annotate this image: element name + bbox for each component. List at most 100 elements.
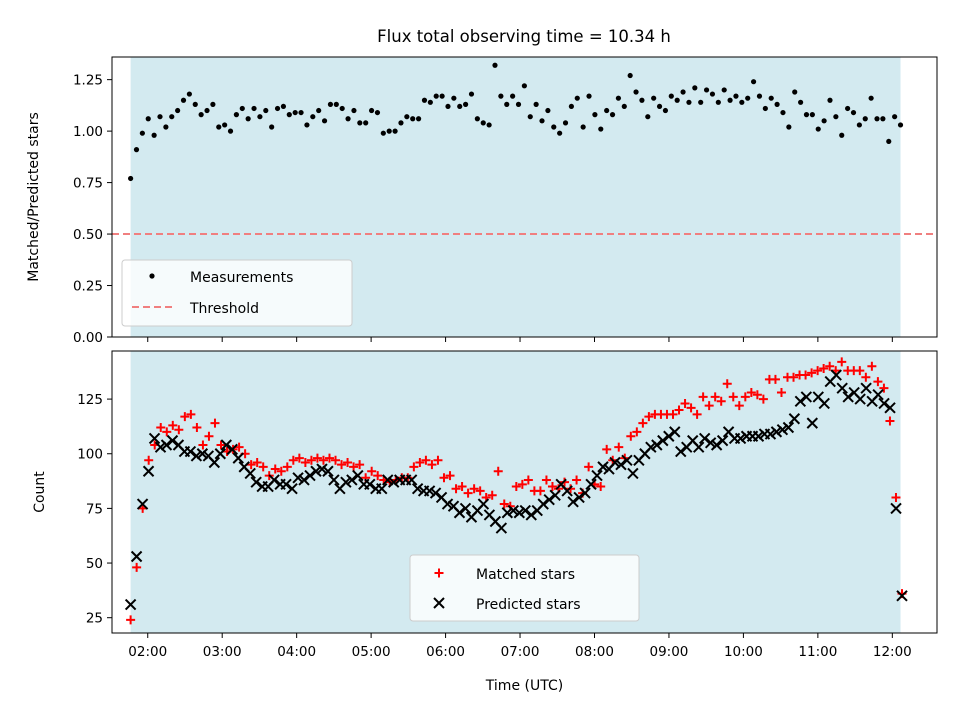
bottom-y-tick-label: 100 bbox=[77, 447, 103, 463]
measurement-point bbox=[839, 132, 845, 138]
predicted-star-point bbox=[842, 391, 854, 403]
measurement-point bbox=[222, 122, 228, 128]
measurement-point bbox=[862, 116, 868, 122]
matched-star-point bbox=[801, 370, 811, 380]
measurement-point bbox=[251, 105, 257, 112]
measurement-point bbox=[709, 91, 716, 97]
measurement-point bbox=[310, 114, 316, 120]
measurement-point bbox=[815, 126, 821, 132]
measurement-point bbox=[545, 107, 551, 114]
measurement-point bbox=[833, 114, 839, 120]
predicted-star-point bbox=[142, 465, 155, 477]
measurement-point bbox=[809, 112, 815, 118]
measurement-point bbox=[762, 105, 768, 112]
predicted-star-point bbox=[250, 476, 262, 488]
matched-star-point bbox=[457, 482, 467, 492]
measurement-point bbox=[739, 99, 745, 105]
predicted-star-point bbox=[716, 434, 729, 447]
measurement-point bbox=[468, 91, 475, 97]
matched-star-point bbox=[180, 412, 190, 422]
measurement-point bbox=[333, 101, 339, 107]
matched-star-point bbox=[493, 466, 503, 476]
measurement-point bbox=[175, 107, 181, 114]
measurement-point bbox=[192, 101, 198, 107]
predicted-star-point bbox=[615, 458, 627, 471]
measurement-point bbox=[139, 130, 145, 136]
measurement-point bbox=[204, 107, 210, 114]
measurement-point bbox=[662, 107, 669, 114]
measurement-point bbox=[609, 112, 616, 118]
predicted-star-point bbox=[214, 448, 227, 460]
matched-star-point bbox=[174, 425, 184, 435]
measurement-point bbox=[750, 79, 757, 85]
measurement-point bbox=[128, 175, 134, 182]
matched-star-point bbox=[234, 442, 244, 452]
measurement-points bbox=[128, 62, 904, 182]
measurement-point bbox=[216, 124, 222, 130]
predicted-star-point bbox=[878, 397, 890, 410]
matched-star-point bbox=[789, 372, 799, 382]
bottom-axes-frame bbox=[111, 350, 938, 634]
matched-star-point bbox=[535, 486, 545, 496]
measurement-point bbox=[445, 103, 451, 110]
predicted-star-point bbox=[663, 430, 675, 442]
measurement-point bbox=[850, 109, 857, 116]
matched-star-point bbox=[258, 462, 268, 472]
measurement-point bbox=[304, 122, 310, 128]
measurement-point bbox=[645, 114, 651, 120]
predicted-star-point bbox=[710, 439, 723, 451]
measurement-point bbox=[239, 105, 245, 112]
predicted-star-point bbox=[501, 507, 514, 519]
predicted-star-point bbox=[782, 421, 795, 434]
predicted-star-point bbox=[220, 439, 232, 451]
predicted-star-point bbox=[651, 439, 663, 451]
measurement-point bbox=[539, 118, 545, 124]
predicted-star-point bbox=[543, 493, 555, 506]
matched-star-point bbox=[638, 418, 648, 428]
predicted-star-point bbox=[388, 476, 400, 488]
top-y-ticks: 0.00 0.25 0.50 0.75 1.00 1.25 bbox=[73, 73, 112, 346]
measurement-point bbox=[415, 116, 422, 122]
measurement-point bbox=[133, 147, 140, 153]
matched-star-point bbox=[692, 409, 702, 419]
measurement-point bbox=[474, 116, 480, 122]
matched-star-point bbox=[451, 484, 461, 494]
matched-star-point bbox=[367, 466, 377, 476]
predicted-star-point bbox=[579, 487, 591, 499]
measurement-point bbox=[451, 95, 457, 101]
x-tick-label: 06:00 bbox=[426, 644, 465, 660]
matched-star-point bbox=[463, 488, 473, 498]
predicted-star-point bbox=[459, 502, 472, 515]
top-legend-box bbox=[121, 259, 353, 327]
measurements-legend-marker bbox=[149, 273, 155, 279]
matched-legend-marker bbox=[434, 568, 444, 578]
measurement-point bbox=[380, 130, 386, 136]
predicted-star-point bbox=[364, 478, 376, 491]
matched-star-point bbox=[373, 471, 383, 481]
matched-star-point bbox=[728, 392, 738, 402]
predicted-star-point bbox=[627, 467, 639, 480]
matched-star-point bbox=[752, 390, 762, 400]
measurement-point bbox=[145, 116, 151, 122]
matched-star-point bbox=[674, 405, 684, 415]
measurement-point bbox=[621, 103, 627, 110]
x-tick-label: 02:00 bbox=[128, 644, 167, 660]
measurement-point bbox=[568, 103, 574, 110]
measurement-point bbox=[357, 120, 363, 126]
matched-star-point bbox=[740, 392, 750, 402]
x-tick-label: 09:00 bbox=[649, 644, 688, 660]
measurement-point bbox=[321, 118, 328, 124]
predicted-star-point bbox=[794, 395, 807, 407]
matched-star-point bbox=[644, 412, 654, 422]
matched-star-point bbox=[716, 396, 726, 406]
predicted-star-point bbox=[292, 472, 304, 484]
x-tick-label: 03:00 bbox=[203, 644, 242, 660]
measurement-point bbox=[886, 138, 892, 145]
measurement-point bbox=[768, 95, 774, 101]
measurement-point bbox=[504, 101, 510, 107]
measurement-point bbox=[280, 103, 287, 110]
predicted-star-point bbox=[304, 469, 316, 482]
measurement-point bbox=[210, 101, 216, 107]
matched-star-point bbox=[294, 453, 304, 463]
